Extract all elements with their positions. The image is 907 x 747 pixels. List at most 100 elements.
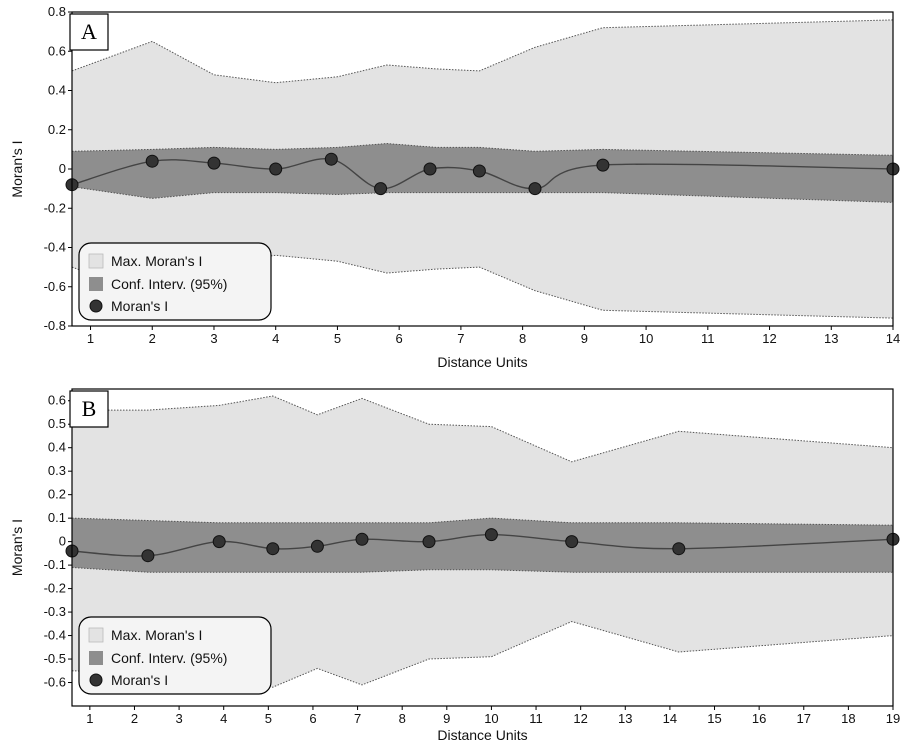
y-tick-label: 0.2 — [48, 122, 66, 137]
legend-marker-morans-i — [89, 673, 103, 687]
x-tick-label: 8 — [399, 711, 406, 726]
x-tick-label: 12 — [573, 711, 587, 726]
morans-i-point — [324, 152, 338, 166]
legend-box — [78, 242, 272, 321]
y-tick-label: -0.6 — [44, 279, 66, 294]
x-axis-label: Distance Units — [437, 354, 527, 370]
y-tick-label: -0.4 — [44, 240, 66, 255]
max-band-upper-edge — [71, 19, 894, 84]
y-tick-label: 0.4 — [48, 440, 66, 455]
x-tick-label: 14 — [663, 711, 677, 726]
x-tick-label: 11 — [529, 711, 543, 726]
y-tick-label: 0.2 — [48, 487, 66, 502]
y-tick-label: 0.3 — [48, 463, 66, 478]
morans-i-point — [596, 158, 610, 172]
y-tick-label: 0.4 — [48, 83, 66, 98]
x-tick-label: 1 — [87, 331, 94, 346]
x-tick-label: 1 — [86, 711, 93, 726]
legend-swatch-conf — [89, 651, 103, 665]
legend-swatch-conf — [89, 277, 103, 291]
y-tick-label: 0.8 — [48, 4, 66, 19]
y-tick-label: 0.1 — [48, 510, 66, 525]
morans-i-point — [565, 535, 579, 549]
y-axis-label: Moran's I — [9, 140, 25, 197]
conf-band-upper-edge — [71, 142, 894, 156]
morans-i-point — [212, 535, 226, 549]
x-tick-label: 16 — [752, 711, 766, 726]
y-tick-label: 0.6 — [48, 43, 66, 58]
legend-swatch-max — [88, 253, 104, 269]
morans-i-point — [266, 542, 280, 556]
x-tick-label: 9 — [443, 711, 450, 726]
panel-label-box — [69, 390, 109, 428]
legend-entry: Conf. Interv. (95%) — [111, 650, 227, 666]
x-tick-label: 19 — [886, 711, 900, 726]
conf-band-upper-edge — [71, 517, 894, 526]
legend-swatch-max — [88, 627, 104, 643]
x-tick-label: 5 — [265, 711, 272, 726]
y-tick-label: -0.2 — [44, 200, 66, 215]
panel-label: A — [81, 19, 97, 44]
x-tick-label: 9 — [581, 331, 588, 346]
confidence-interval-band — [72, 518, 893, 573]
x-axis-label: Distance Units — [437, 727, 527, 743]
legend-entry: Conf. Interv. (95%) — [111, 276, 227, 292]
x-tick-label: 10 — [484, 711, 498, 726]
x-tick-label: 14 — [886, 331, 900, 346]
x-tick-label: 18 — [841, 711, 855, 726]
y-tick-label: 0 — [59, 534, 66, 549]
x-tick-label: 10 — [639, 331, 653, 346]
y-tick-label: -0.6 — [44, 675, 66, 690]
legend-entry: Moran's I — [111, 672, 168, 688]
conf-band-lower-edge — [71, 186, 894, 203]
x-tick-label: 12 — [762, 331, 776, 346]
panel-label-box — [69, 13, 109, 51]
morans-i-point — [145, 154, 159, 168]
x-tick-label: 7 — [457, 331, 464, 346]
y-tick-label: -0.1 — [44, 557, 66, 572]
x-tick-label: 8 — [519, 331, 526, 346]
max-band-upper-edge — [72, 395, 894, 463]
morans-i-point — [472, 164, 486, 178]
x-tick-label: 2 — [149, 331, 156, 346]
morans-i-point — [528, 182, 542, 196]
x-tick-label: 13 — [824, 331, 838, 346]
y-tick-label: -0.3 — [44, 604, 66, 619]
panel-label: B — [82, 396, 97, 421]
y-tick-label: -0.8 — [44, 318, 66, 333]
morans-i-line — [71, 533, 894, 557]
y-tick-label: 0.5 — [48, 416, 66, 431]
morans-i-point — [355, 532, 369, 546]
y-tick-label: -0.2 — [44, 581, 66, 596]
y-axis-label: Moran's I — [9, 519, 25, 576]
morans-i-point — [423, 162, 437, 176]
y-tick-label: 0 — [59, 161, 66, 176]
x-tick-label: 11 — [701, 331, 715, 346]
x-tick-label: 5 — [334, 331, 341, 346]
x-tick-label: 4 — [272, 331, 279, 346]
morans-i-point — [269, 162, 283, 176]
legend-entry: Moran's I — [111, 298, 168, 314]
panel-a-chart: 0.80.60.40.20-0.2-0.4-0.6-0.81 2 3 4 5 6 7 8 9 10… — [9, 4, 900, 370]
y-tick-label: -0.4 — [44, 628, 66, 643]
x-tick-label: 6 — [309, 711, 316, 726]
x-tick-label: 17 — [797, 711, 811, 726]
x-tick-label: 4 — [220, 711, 227, 726]
x-tick-label: 7 — [354, 711, 361, 726]
morans-i-point — [484, 528, 498, 542]
morans-i-point — [422, 535, 436, 549]
legend-marker-morans-i — [89, 299, 103, 313]
legend-entry: Max. Moran's I — [111, 253, 202, 269]
x-tick-label: 13 — [618, 711, 632, 726]
x-tick-label: 6 — [396, 331, 403, 346]
x-tick-label: 3 — [175, 711, 182, 726]
legend-entry: Max. Moran's I — [111, 627, 202, 643]
x-tick-label: 15 — [707, 711, 721, 726]
panel-b-chart: 0.6 0.5 0.4 0.3 0.2 0.1 0 -0.1 -0.2 -0.3 -0.4 -0.5 -… — [9, 388, 900, 743]
y-tick-label: -0.5 — [44, 651, 66, 666]
morans-i-point — [141, 549, 155, 563]
legend-box — [78, 616, 272, 695]
morans-i-point — [207, 156, 221, 170]
plot-frame — [71, 388, 894, 707]
